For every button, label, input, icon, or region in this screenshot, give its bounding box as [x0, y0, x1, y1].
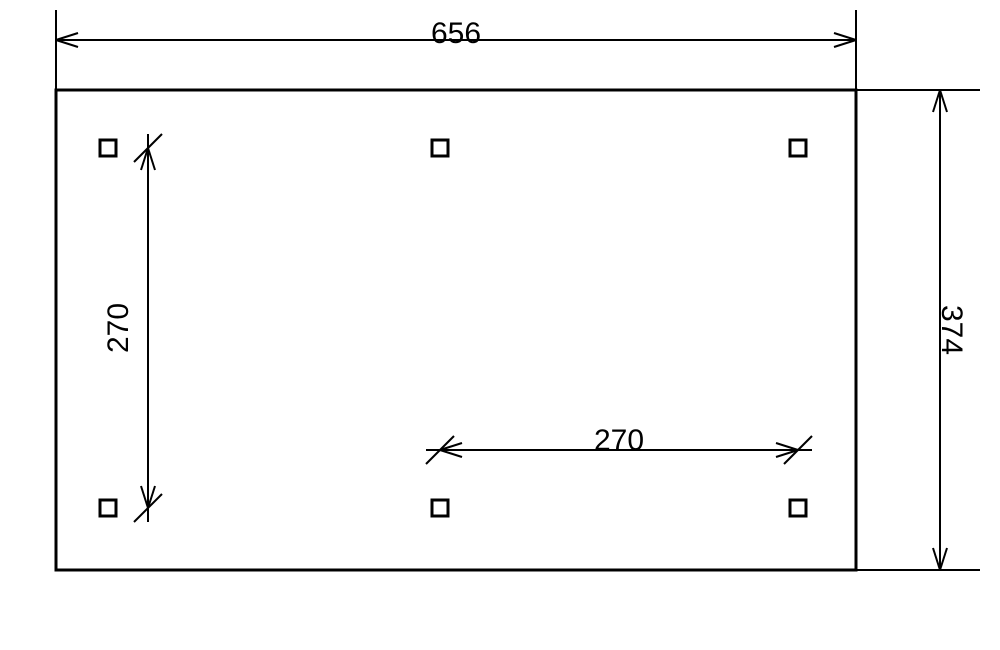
dimension-value: 270 [102, 303, 135, 353]
mounting-hole [432, 500, 448, 516]
mounting-hole [100, 500, 116, 516]
mounting-hole [790, 140, 806, 156]
dimension-value: 270 [594, 424, 644, 457]
mounting-hole [432, 140, 448, 156]
mounting-hole [790, 500, 806, 516]
dimension-value: 374 [935, 305, 968, 355]
technical-drawing: 656 374 270 270 [0, 0, 1000, 650]
mounting-hole [100, 140, 116, 156]
plate-outline [56, 90, 856, 570]
dimension-value: 656 [431, 17, 481, 50]
